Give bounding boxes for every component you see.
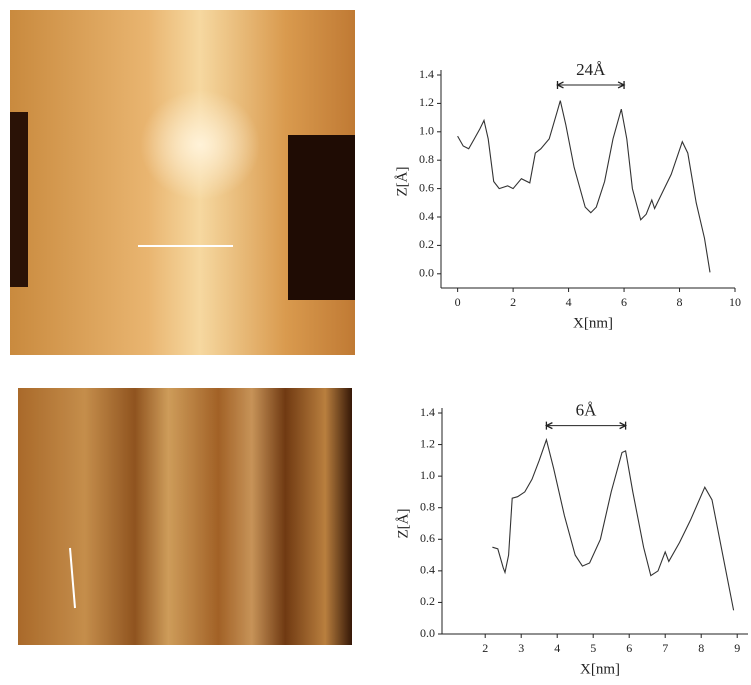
distance-label: 24Å — [576, 60, 606, 79]
arrow-head — [544, 421, 628, 430]
y-tick-label: 1.4 — [419, 67, 434, 81]
x-tick-label: 6 — [621, 295, 627, 309]
y-axis-label: Z[Å] — [395, 509, 411, 539]
y-tick-label: 1.0 — [419, 124, 434, 138]
x-axis-label: X[nm] — [580, 661, 620, 677]
arrow-head — [556, 80, 626, 89]
x-tick-label: 7 — [662, 641, 668, 655]
y-axis-label: Z[Å] — [394, 167, 410, 197]
x-tick-label: 8 — [698, 641, 704, 655]
y-tick-label: 0.4 — [420, 563, 435, 577]
x-axis-label: X[nm] — [573, 315, 613, 331]
stm-image-2 — [18, 388, 352, 645]
profile-line — [457, 100, 711, 273]
y-tick-label: 1.0 — [420, 468, 435, 482]
y-tick-label: 0.6 — [419, 180, 434, 194]
y-tick-label: 0.0 — [419, 266, 434, 280]
y-tick-label: 0.8 — [419, 152, 434, 166]
y-tick-label: 1.4 — [420, 405, 435, 419]
x-tick-label: 4 — [566, 295, 572, 309]
profile-line — [492, 437, 735, 611]
x-tick-label: 9 — [734, 641, 740, 655]
y-tick-label: 1.2 — [419, 95, 434, 109]
x-tick-label: 10 — [729, 295, 741, 309]
x-tick-label: 8 — [677, 295, 683, 309]
y-tick-label: 0.2 — [420, 594, 435, 608]
y-tick-label: 0.6 — [420, 531, 435, 545]
x-tick-label: 5 — [590, 641, 596, 655]
y-tick-label: 1.2 — [420, 436, 435, 450]
distance-label: 6Å — [576, 401, 598, 420]
x-tick-label: 2 — [510, 295, 516, 309]
x-tick-label: 6 — [626, 641, 632, 655]
x-tick-label: 2 — [482, 641, 488, 655]
y-tick-label: 0.4 — [419, 209, 434, 223]
x-tick-label: 0 — [455, 295, 461, 309]
x-tick-label: 4 — [554, 641, 560, 655]
x-tick-label: 3 — [518, 641, 524, 655]
y-tick-label: 0.0 — [420, 626, 435, 640]
y-tick-label: 0.8 — [420, 499, 435, 513]
stm-image-1 — [10, 10, 355, 355]
y-tick-label: 0.2 — [419, 237, 434, 251]
